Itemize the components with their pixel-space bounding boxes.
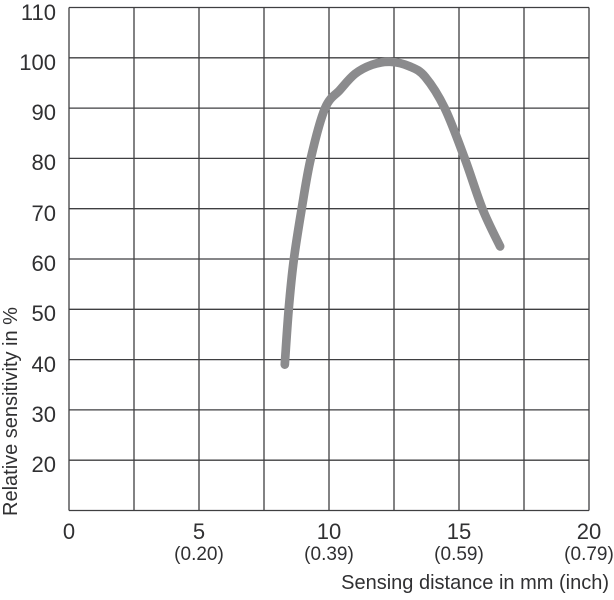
y-tick-label: 40 bbox=[31, 351, 56, 377]
x-tick-label-mm: 15 bbox=[446, 519, 472, 544]
sensitivity-curve bbox=[280, 57, 505, 369]
x-axis-title: Sensing distance in mm (inch) bbox=[341, 572, 609, 594]
x-tick-label-mm: 0 bbox=[62, 519, 76, 544]
y-tick-label: 70 bbox=[31, 200, 56, 226]
y-tick-label: 60 bbox=[31, 251, 56, 276]
y-tick-label: 50 bbox=[31, 301, 56, 327]
x-tick-label-inch: (0.39) bbox=[304, 544, 354, 565]
x-tick-label-mm: 20 bbox=[576, 519, 602, 544]
y-tick-label: 110 bbox=[20, 0, 56, 25]
y-tick-label: 90 bbox=[31, 100, 56, 126]
y-axis-title: Relative sensitivity in % bbox=[0, 307, 22, 516]
y-tick-label: 80 bbox=[31, 150, 56, 176]
y-tick-label: 30 bbox=[31, 401, 56, 427]
x-tick-label-inch: (0.59) bbox=[434, 544, 484, 565]
x-tick-label-inch: (0.20) bbox=[174, 544, 224, 565]
y-tick-label: 100 bbox=[19, 49, 56, 75]
x-tick-label-mm: 5 bbox=[192, 519, 206, 544]
x-tick-label-mm: 10 bbox=[316, 519, 342, 544]
y-tick-label: 20 bbox=[31, 452, 56, 478]
grid-lines bbox=[68, 6, 590, 512]
x-tick-label-inch: (0.79) bbox=[564, 544, 614, 565]
